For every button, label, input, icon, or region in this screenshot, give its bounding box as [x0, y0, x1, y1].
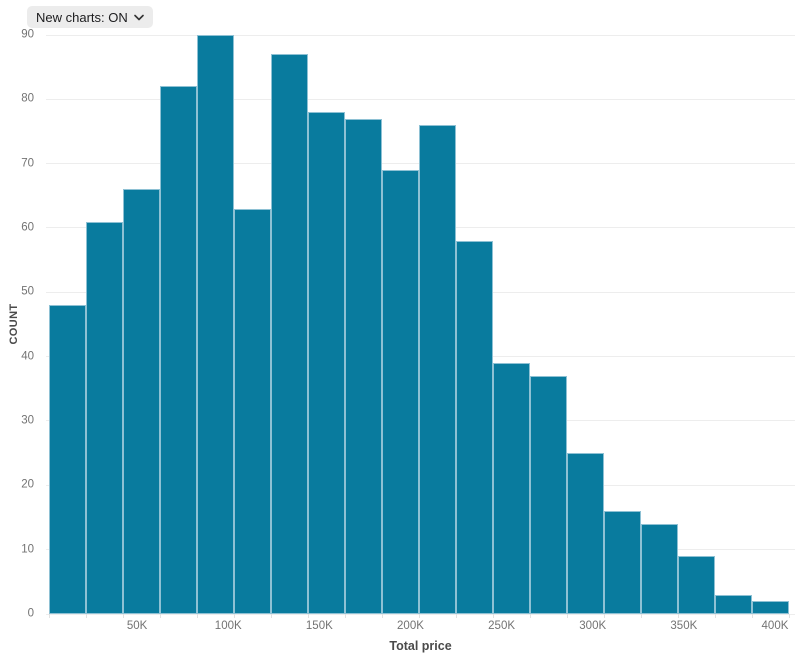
gridline	[46, 34, 795, 36]
x-tick-label: 250K	[488, 620, 516, 632]
x-tick-label: 100K	[214, 620, 242, 632]
y-tick-label: 90	[21, 28, 34, 41]
x-axis-minor-tick	[715, 614, 716, 618]
gridline	[46, 613, 795, 615]
x-tick-label: 150K	[305, 620, 333, 632]
x-axis-minor-tick	[197, 614, 198, 618]
histogram-bar[interactable]	[382, 170, 419, 614]
x-axis-minor-tick	[752, 614, 753, 618]
x-axis-minor-tick	[345, 614, 346, 618]
x-axis-minor-tick	[160, 614, 161, 618]
y-tick-label: 60	[21, 221, 34, 234]
x-tick-label: 50K	[126, 620, 148, 632]
y-tick-label: 80	[21, 92, 34, 105]
gridline	[46, 98, 795, 100]
histogram-bar[interactable]	[419, 125, 456, 614]
histogram-bar[interactable]	[123, 189, 160, 614]
x-axis-minor-tick	[382, 614, 383, 618]
histogram-bar[interactable]	[234, 208, 271, 614]
histogram-bar[interactable]	[197, 35, 234, 614]
y-tick-label: 10	[21, 542, 34, 555]
x-axis-minor-tick	[49, 614, 50, 618]
x-axis-minor-tick	[456, 614, 457, 618]
bars-container	[49, 35, 789, 614]
x-tick-label: 300K	[579, 620, 607, 632]
histogram-bar[interactable]	[86, 221, 123, 614]
histogram-bar[interactable]	[752, 601, 789, 614]
x-tick-label: 200K	[397, 620, 424, 632]
x-axis-minor-tick	[271, 614, 272, 618]
plot-area	[46, 34, 795, 615]
y-tick-label: 20	[21, 478, 34, 491]
histogram-bar[interactable]	[49, 305, 86, 614]
new-charts-dropdown-label: New charts: ON	[36, 9, 128, 25]
chevron-down-icon	[133, 14, 144, 21]
x-axis-minor-ticks	[46, 614, 795, 619]
y-tick-label: 70	[21, 156, 34, 169]
x-axis-minor-tick	[86, 614, 87, 618]
histogram-bar[interactable]	[345, 118, 382, 614]
x-axis-minor-tick	[567, 614, 568, 618]
x-axis-minor-tick	[234, 614, 235, 618]
y-tick-label: 50	[21, 285, 34, 298]
histogram-bar[interactable]	[715, 594, 752, 614]
histogram-bar[interactable]	[308, 112, 345, 614]
histogram-bar[interactable]	[456, 240, 493, 614]
y-axis-tick-labels: 0 10 20 30 40 50 60 70 80 90	[0, 29, 38, 619]
histogram-bar[interactable]	[678, 556, 715, 614]
x-axis-minor-tick	[530, 614, 531, 618]
x-axis-minor-tick	[123, 614, 124, 618]
histogram-bar[interactable]	[530, 375, 567, 614]
x-axis-minor-tick	[419, 614, 420, 618]
x-axis-tick-labels: 50K 100K 150K 200K 250K 300K 350K 400K	[46, 620, 795, 635]
new-charts-dropdown[interactable]: New charts: ON	[27, 6, 153, 28]
histogram-bar[interactable]	[567, 453, 604, 614]
y-tick-label: 40	[21, 349, 34, 362]
x-axis-minor-tick	[789, 614, 790, 618]
y-tick-label: 30	[21, 414, 34, 427]
x-tick-label: 350K	[670, 620, 698, 632]
x-axis-minor-tick	[604, 614, 605, 618]
histogram-bar[interactable]	[271, 54, 308, 614]
histogram-bar[interactable]	[160, 86, 197, 614]
x-tick-label: 400K	[761, 620, 789, 632]
x-axis-minor-tick	[678, 614, 679, 618]
x-axis-title: Total price	[389, 639, 452, 653]
histogram-bar[interactable]	[604, 511, 641, 614]
x-axis-minor-tick	[308, 614, 309, 618]
y-tick-label: 0	[27, 607, 34, 620]
histogram-bar[interactable]	[641, 523, 678, 614]
x-axis-minor-tick	[641, 614, 642, 618]
histogram-bar[interactable]	[493, 363, 530, 614]
x-axis-minor-tick	[493, 614, 494, 618]
